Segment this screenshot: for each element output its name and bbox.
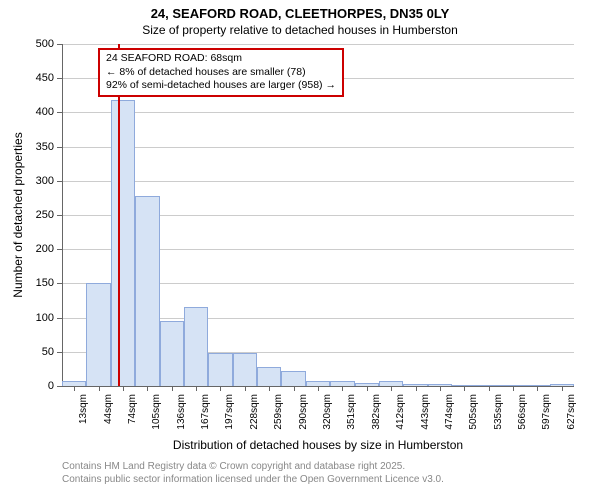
y-tick-label: 100	[0, 312, 54, 324]
x-tick	[147, 386, 148, 391]
x-tick	[99, 386, 100, 391]
x-tick	[318, 386, 319, 391]
x-tick-label: 351sqm	[346, 394, 357, 444]
property-info-box: 24 SEAFORD ROAD: 68sqm ← 8% of detached …	[98, 48, 344, 97]
x-tick-label: 474sqm	[444, 394, 455, 444]
y-tick-label: 50	[0, 346, 54, 358]
grid-line	[62, 147, 574, 148]
x-tick-label: 74sqm	[127, 394, 138, 444]
x-tick	[513, 386, 514, 391]
histogram-bar	[135, 196, 159, 386]
y-tick-label: 150	[0, 277, 54, 289]
y-axis-line	[62, 44, 63, 386]
grid-line	[62, 181, 574, 182]
x-tick-label: 105sqm	[151, 394, 162, 444]
chart-subtitle: Size of property relative to detached ho…	[0, 21, 600, 37]
x-tick-label: 13sqm	[78, 394, 89, 444]
x-tick-label: 566sqm	[517, 394, 528, 444]
x-tick	[74, 386, 75, 391]
x-tick-label: 412sqm	[395, 394, 406, 444]
y-tick-label: 0	[0, 380, 54, 392]
histogram-bar	[208, 353, 232, 386]
x-tick	[342, 386, 343, 391]
x-tick-label: 382sqm	[371, 394, 382, 444]
histogram-bar	[184, 307, 208, 386]
y-tick-label: 400	[0, 106, 54, 118]
y-tick	[57, 78, 62, 79]
y-tick	[57, 112, 62, 113]
y-tick	[57, 318, 62, 319]
grid-line	[62, 44, 574, 45]
y-tick-label: 450	[0, 72, 54, 84]
y-tick-label: 200	[0, 243, 54, 255]
y-tick-label: 250	[0, 209, 54, 221]
x-tick	[294, 386, 295, 391]
x-tick-label: 136sqm	[176, 394, 187, 444]
x-tick	[196, 386, 197, 391]
x-tick	[245, 386, 246, 391]
x-tick	[367, 386, 368, 391]
y-tick	[57, 249, 62, 250]
y-tick-label: 500	[0, 38, 54, 50]
info-box-line: 92% of semi-detached houses are larger (…	[106, 79, 336, 93]
x-tick	[220, 386, 221, 391]
footer-attribution: Contains HM Land Registry data © Crown c…	[62, 460, 444, 486]
footer-line: Contains public sector information licen…	[62, 473, 444, 486]
x-tick	[123, 386, 124, 391]
histogram-bar	[86, 283, 110, 386]
x-tick-label: 228sqm	[249, 394, 260, 444]
info-box-line: ← 8% of detached houses are smaller (78)	[106, 66, 336, 80]
x-tick	[562, 386, 563, 391]
y-tick	[57, 147, 62, 148]
x-tick	[464, 386, 465, 391]
y-tick-label: 350	[0, 141, 54, 153]
y-tick	[57, 44, 62, 45]
y-tick	[57, 181, 62, 182]
x-tick-label: 259sqm	[273, 394, 284, 444]
histogram-bar	[281, 371, 305, 386]
x-tick-label: 290sqm	[298, 394, 309, 444]
x-tick	[440, 386, 441, 391]
footer-line: Contains HM Land Registry data © Crown c…	[62, 460, 444, 473]
x-tick-label: 597sqm	[541, 394, 552, 444]
x-tick-label: 505sqm	[468, 394, 479, 444]
y-tick	[57, 283, 62, 284]
x-tick-label: 535sqm	[493, 394, 504, 444]
y-tick	[57, 215, 62, 216]
histogram-bar	[257, 367, 281, 386]
x-tick	[489, 386, 490, 391]
x-tick	[269, 386, 270, 391]
x-tick-label: 320sqm	[322, 394, 333, 444]
x-tick-label: 627sqm	[566, 394, 577, 444]
info-box-line: 24 SEAFORD ROAD: 68sqm	[106, 52, 336, 66]
x-tick-label: 443sqm	[420, 394, 431, 444]
x-tick	[416, 386, 417, 391]
histogram-bar	[233, 353, 257, 386]
y-tick-label: 300	[0, 175, 54, 187]
x-tick	[537, 386, 538, 391]
x-tick-label: 44sqm	[103, 394, 114, 444]
x-tick-label: 167sqm	[200, 394, 211, 444]
y-tick	[57, 352, 62, 353]
grid-line	[62, 112, 574, 113]
histogram-bar	[160, 321, 184, 386]
y-tick	[57, 386, 62, 387]
x-tick	[172, 386, 173, 391]
x-tick	[391, 386, 392, 391]
chart-title: 24, SEAFORD ROAD, CLEETHORPES, DN35 0LY	[0, 0, 600, 21]
x-tick-label: 197sqm	[224, 394, 235, 444]
histogram-bar	[111, 100, 135, 386]
